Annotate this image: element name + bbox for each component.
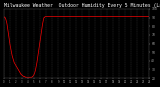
Text: Milwaukee Weather  Outdoor Humidity Every 5 Minutes (Last 24 Hours): Milwaukee Weather Outdoor Humidity Every… — [4, 3, 160, 8]
